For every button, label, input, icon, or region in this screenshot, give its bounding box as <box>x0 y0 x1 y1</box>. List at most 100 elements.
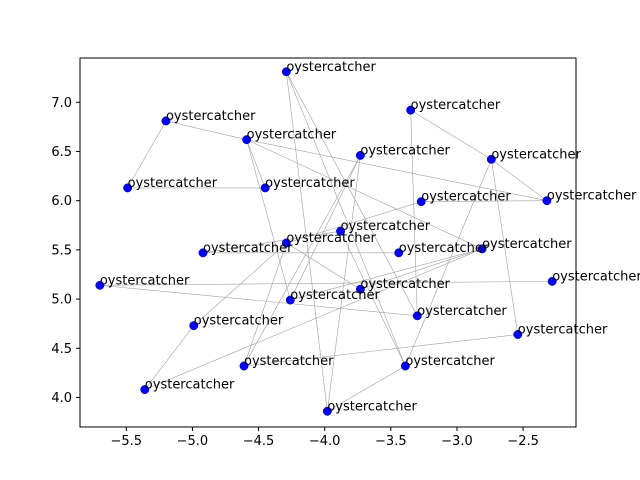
x-axis: −5.5 −5.0 −4.5 −4.0 −3.5 −3.0 −2.5 <box>111 427 539 449</box>
edge-line <box>286 71 418 316</box>
x-tick-label: −3.5 <box>375 434 407 449</box>
y-tick-label: 4.5 <box>51 342 72 357</box>
plot-frame <box>79 57 577 428</box>
point-label: oystercatcher <box>128 176 218 191</box>
data-point <box>542 196 552 206</box>
y-tick-label: 5.5 <box>51 243 72 258</box>
data-point <box>242 135 252 145</box>
edge-line <box>202 230 341 254</box>
data-point <box>281 67 291 77</box>
data-point <box>161 116 171 126</box>
edge-line <box>127 120 167 189</box>
data-point <box>336 226 346 236</box>
edge-line <box>246 139 266 188</box>
data-point <box>189 321 199 331</box>
data-point <box>260 183 270 193</box>
data-point <box>95 280 105 290</box>
point-label: oystercatcher <box>360 143 450 158</box>
data-point <box>198 248 208 258</box>
edge-line <box>410 110 418 316</box>
point-label: oystercatcher <box>247 128 337 143</box>
edge-line <box>286 71 406 367</box>
point-label: oystercatcher <box>518 323 608 338</box>
point-label: oystercatcher <box>417 304 507 319</box>
point-label: oystercatcher <box>341 219 431 234</box>
edges-layer <box>99 71 553 412</box>
x-tick-label: −4.5 <box>243 434 275 449</box>
edge-line <box>246 139 291 301</box>
edge-line <box>340 231 406 367</box>
data-point <box>355 150 365 160</box>
point-label: oystercatcher <box>360 277 450 292</box>
point-label: oystercatcher <box>194 314 284 329</box>
data-point <box>355 284 365 294</box>
x-tick-label: −2.5 <box>507 434 539 449</box>
data-point <box>406 105 416 115</box>
data-point <box>400 361 410 371</box>
edge-line <box>99 281 553 286</box>
y-axis: 4.0 4.5 5.0 5.5 6.0 6.5 7.0 <box>51 96 80 406</box>
edge-line <box>243 334 518 367</box>
edge-line <box>144 248 483 390</box>
point-label: oystercatcher <box>290 288 380 303</box>
edge-line <box>327 365 406 412</box>
data-point <box>486 154 496 164</box>
point-label: oystercatcher <box>166 109 256 124</box>
data-point <box>140 385 150 395</box>
data-point <box>416 197 426 207</box>
point-label: oystercatcher <box>405 354 495 369</box>
edge-line <box>144 325 194 390</box>
data-point <box>547 276 557 286</box>
point-label: oystercatcher <box>244 354 334 369</box>
y-tick-label: 5.0 <box>51 293 72 308</box>
y-tick-label: 6.5 <box>51 145 72 160</box>
point-label: oystercatcher <box>327 399 417 414</box>
edge-line <box>410 109 492 160</box>
edge-line <box>243 155 361 367</box>
edge-line <box>421 200 547 202</box>
data-point <box>281 238 291 248</box>
data-point <box>412 311 422 321</box>
x-tick-label: −3.0 <box>441 434 473 449</box>
edge-line <box>491 159 519 335</box>
point-label: oystercatcher <box>203 241 293 256</box>
data-point <box>285 295 295 305</box>
points-layer <box>95 67 557 416</box>
point-label: oystercatcher <box>482 237 572 252</box>
edge-line <box>360 248 483 290</box>
edge-line <box>99 285 418 317</box>
point-label: oystercatcher <box>491 147 581 162</box>
x-tick-label: −5.5 <box>111 434 143 449</box>
edge-line <box>290 155 361 301</box>
y-tick-label: 6.0 <box>51 194 72 209</box>
point-label: oystercatcher <box>286 231 376 246</box>
point-label: oystercatcher <box>145 378 235 393</box>
edge-line <box>246 139 547 201</box>
point-label: oystercatcher <box>265 176 355 191</box>
data-point <box>239 361 249 371</box>
data-point <box>513 330 523 339</box>
point-label: oystercatcher <box>399 241 489 256</box>
point-labels-layer: oystercatcheroystercatcheroystercatchero… <box>100 60 640 414</box>
data-point <box>123 183 133 193</box>
x-tick-label: −5.0 <box>177 434 209 449</box>
data-point <box>322 406 332 416</box>
edge-line <box>286 242 361 290</box>
point-label: oystercatcher <box>411 98 501 113</box>
point-label: oystercatcher <box>286 60 376 75</box>
edge-line <box>286 71 328 412</box>
edge-line <box>290 248 483 301</box>
edge-line <box>165 120 247 140</box>
point-label: oystercatcher <box>552 269 640 284</box>
x-tick-label: −4.0 <box>309 434 341 449</box>
y-tick-label: 7.0 <box>51 96 72 111</box>
edge-line <box>246 139 483 250</box>
point-label: oystercatcher <box>421 190 511 205</box>
data-point <box>394 248 404 258</box>
y-tick-label: 4.0 <box>51 391 72 406</box>
data-point <box>477 244 487 254</box>
point-label: oystercatcher <box>547 189 637 204</box>
edge-line <box>491 159 548 201</box>
